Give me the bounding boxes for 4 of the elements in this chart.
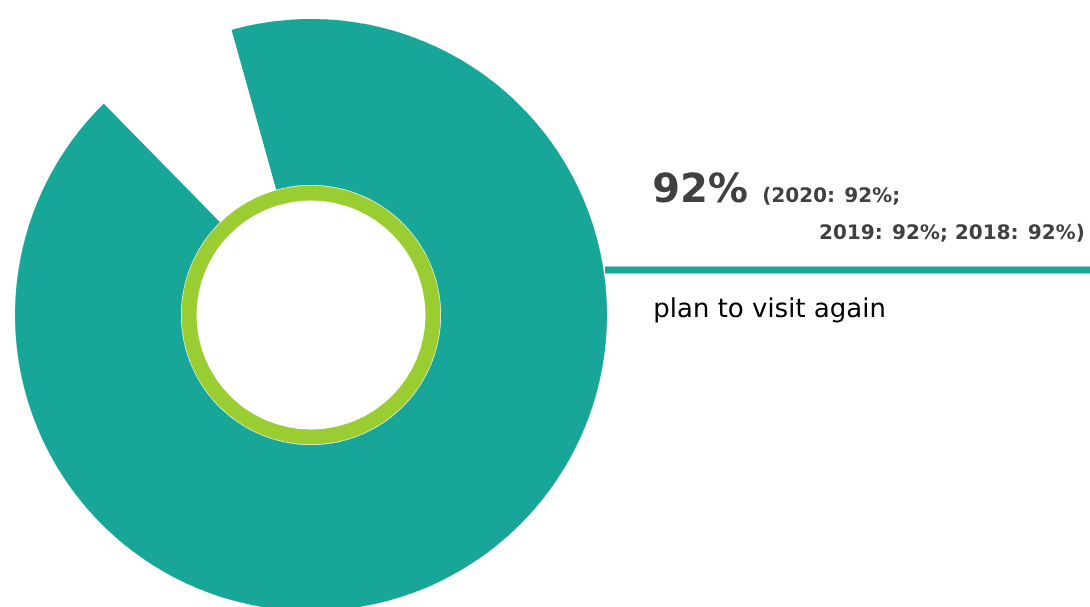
text: (2020: 92%;	[763, 186, 898, 205]
data-label: 92%	[654, 172, 747, 203]
text: 2019: 92%; 2018: 92%)	[820, 223, 1084, 242]
slice-label: plan to visit again	[655, 297, 884, 323]
